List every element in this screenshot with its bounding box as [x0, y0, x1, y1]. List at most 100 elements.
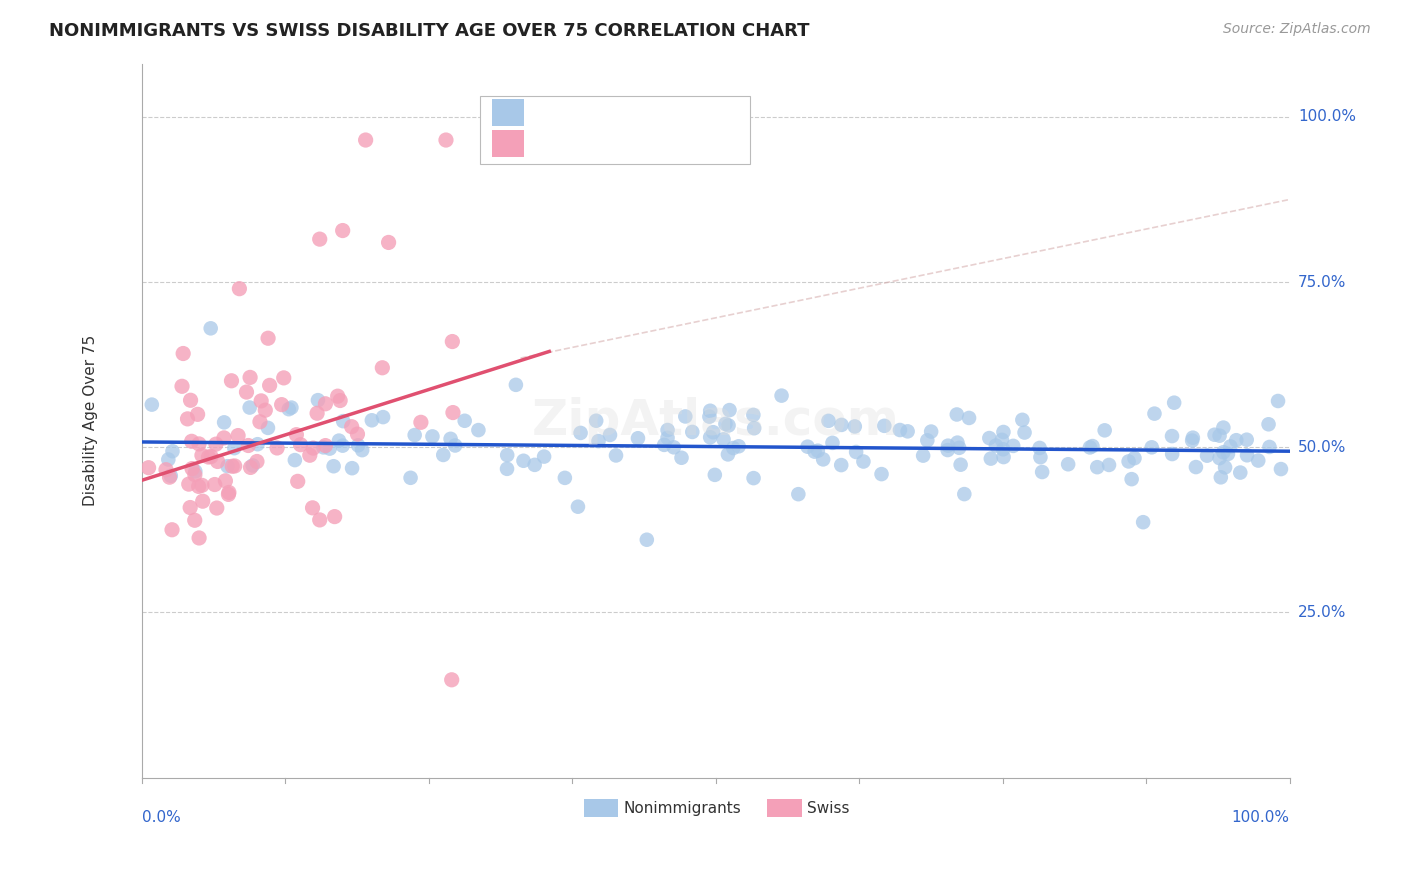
Point [323, 509, 346, 524]
Text: N =  64: N = 64 [652, 136, 717, 152]
Text: 25.0%: 25.0% [1298, 605, 1346, 620]
Point [184, 467, 207, 482]
Point [249, 415, 271, 429]
Point [585, 414, 607, 428]
Point [191, 494, 214, 508]
Point [259, 378, 281, 392]
Point [1219, 439, 1241, 453]
Text: R = -0.067: R = -0.067 [531, 105, 623, 120]
Point [1181, 434, 1204, 448]
Point [404, 428, 426, 442]
Point [467, 423, 489, 437]
Point [946, 435, 969, 450]
Point [554, 471, 576, 485]
Point [377, 235, 399, 250]
Point [226, 428, 249, 442]
Point [191, 448, 214, 462]
FancyBboxPatch shape [492, 99, 524, 126]
Point [360, 413, 382, 427]
Point [246, 454, 269, 468]
Point [441, 334, 464, 349]
Point [1161, 447, 1184, 461]
Point [569, 425, 592, 440]
Point [681, 425, 703, 439]
Point [844, 419, 866, 434]
Point [329, 393, 352, 408]
Point [138, 460, 160, 475]
Point [1002, 439, 1025, 453]
Point [444, 438, 467, 452]
Point [212, 431, 235, 445]
Point [1185, 460, 1208, 475]
Point [340, 419, 363, 434]
Point [742, 408, 765, 422]
Point [212, 415, 235, 429]
Point [957, 411, 980, 425]
Text: 50.0%: 50.0% [1298, 440, 1346, 455]
Point [1181, 431, 1204, 445]
Point [322, 459, 344, 474]
Point [652, 438, 675, 452]
Point [328, 434, 350, 448]
FancyBboxPatch shape [492, 129, 524, 157]
Point [298, 448, 321, 462]
Point [224, 458, 246, 473]
Point [371, 360, 394, 375]
Point [662, 440, 685, 454]
Text: Source: ZipAtlas.com: Source: ZipAtlas.com [1223, 22, 1371, 37]
Point [326, 389, 349, 403]
Text: R =  0.321: R = 0.321 [531, 136, 623, 152]
Point [627, 431, 650, 445]
Point [340, 461, 363, 475]
Text: Swiss: Swiss [807, 801, 851, 816]
Point [200, 321, 222, 335]
Point [214, 474, 236, 488]
Point [718, 403, 741, 417]
Point [205, 501, 228, 516]
Point [1225, 434, 1247, 448]
Point [1212, 420, 1234, 434]
Point [170, 379, 193, 393]
Text: 100.0%: 100.0% [1298, 110, 1355, 124]
Text: 100.0%: 100.0% [1232, 810, 1289, 825]
Point [936, 439, 959, 453]
Text: 0.0%: 0.0% [142, 810, 180, 825]
Point [141, 398, 163, 412]
Point [454, 414, 477, 428]
Point [273, 371, 295, 385]
Point [307, 406, 329, 420]
Point [1140, 440, 1163, 454]
Point [314, 397, 336, 411]
Point [979, 431, 1001, 445]
Point [332, 439, 354, 453]
Point [399, 471, 422, 485]
Point [993, 450, 1015, 464]
Point [984, 439, 1007, 453]
Point [1212, 445, 1234, 459]
Point [235, 385, 257, 400]
Text: Nonimmigrants: Nonimmigrants [624, 801, 741, 816]
Point [1031, 465, 1053, 479]
Point [332, 223, 354, 237]
Point [218, 485, 240, 500]
Point [319, 442, 342, 456]
Point [533, 450, 555, 464]
Point [346, 427, 368, 442]
Point [657, 423, 679, 437]
Point [742, 471, 765, 485]
Point [228, 282, 250, 296]
Point [811, 452, 834, 467]
Point [605, 449, 627, 463]
Point [702, 425, 724, 440]
Point [787, 487, 810, 501]
Point [991, 442, 1014, 457]
Point [270, 398, 292, 412]
Point [936, 443, 959, 458]
Point [285, 427, 308, 442]
Point [246, 437, 269, 451]
Point [1143, 407, 1166, 421]
Point [254, 403, 277, 417]
Point [1098, 458, 1121, 472]
Point [308, 513, 330, 527]
Point [1014, 425, 1036, 440]
